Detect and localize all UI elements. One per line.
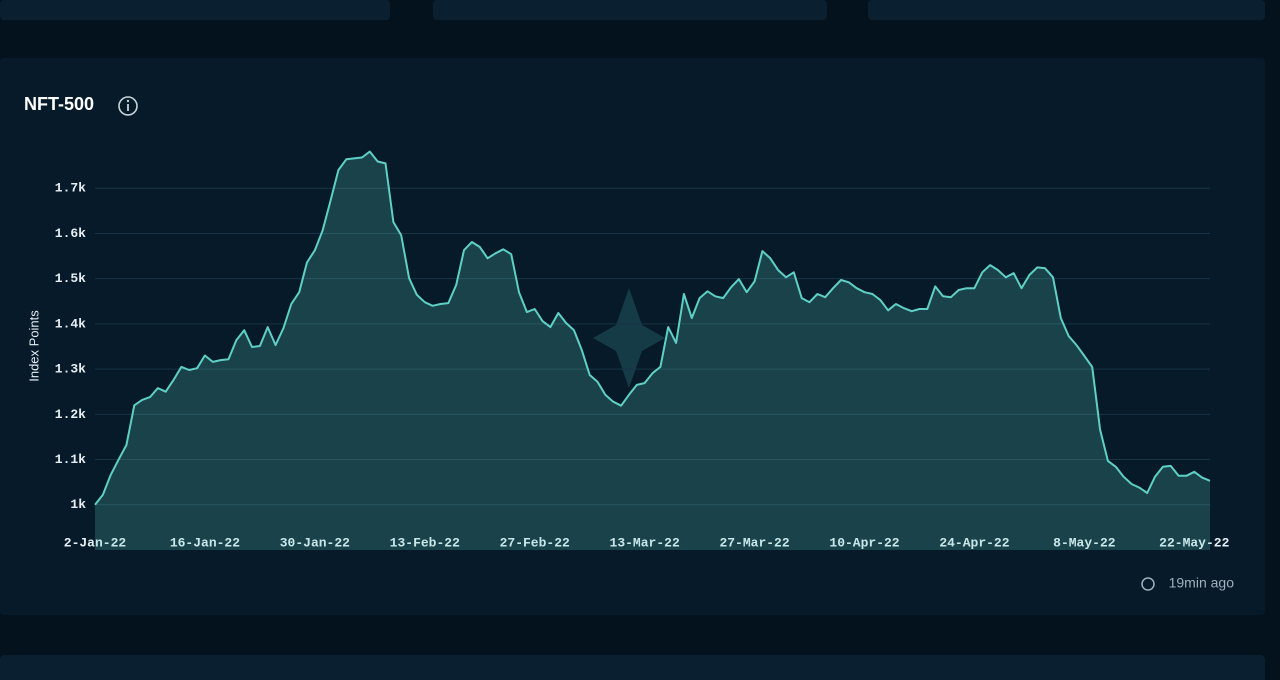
card-placeholder <box>0 655 1265 680</box>
y-tick-label: 1.3k <box>55 362 86 377</box>
y-tick-label: 1.7k <box>55 181 86 196</box>
area <box>95 151 1210 550</box>
y-tick-label: 1.2k <box>55 407 86 422</box>
y-tick-label: 1.4k <box>55 316 86 331</box>
x-tick-label: 27-Mar-22 <box>719 535 789 550</box>
x-tick-label: 30-Jan-22 <box>280 535 350 550</box>
x-tick-label: 22-May-22 <box>1159 535 1229 550</box>
line <box>94 150 1211 506</box>
x-tick-label: 16-Jan-22 <box>170 535 240 550</box>
y-tick-label: 1.6k <box>55 226 86 241</box>
x-tick-label: 27-Feb-22 <box>500 535 570 550</box>
info-icon[interactable] <box>118 96 138 116</box>
chart-title: NFT-500 <box>24 94 94 114</box>
x-tick-label: 13-Feb-22 <box>390 535 460 550</box>
x-tick-label: 2-Jan-22 <box>64 535 127 550</box>
y-tick-label: 1.1k <box>55 452 86 467</box>
updated-time: 19min ago <box>1169 575 1235 591</box>
card-placeholder <box>868 0 1265 20</box>
y-tick-label: 1.5k <box>55 271 86 286</box>
refresh-icon[interactable] <box>1141 577 1155 591</box>
y-axis-label: Index Points <box>26 310 41 382</box>
y-tick-label: 1k <box>70 497 86 512</box>
watermark <box>593 288 665 388</box>
chart-card <box>0 58 1265 615</box>
card-placeholder <box>0 0 390 20</box>
x-tick-label: 24-Apr-22 <box>939 535 1009 550</box>
x-tick-label: 13-Mar-22 <box>610 535 680 550</box>
card-placeholder <box>433 0 827 20</box>
x-tick-label: 8-May-22 <box>1053 535 1116 550</box>
x-tick-label: 10-Apr-22 <box>829 535 899 550</box>
